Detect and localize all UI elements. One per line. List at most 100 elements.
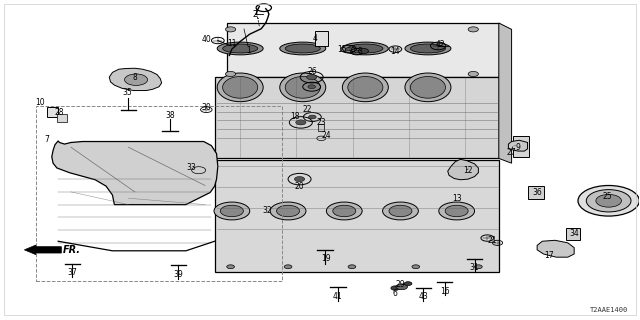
Text: 17: 17 <box>544 251 554 260</box>
Circle shape <box>346 48 352 51</box>
Circle shape <box>412 265 420 269</box>
Circle shape <box>270 202 306 220</box>
Ellipse shape <box>223 44 258 53</box>
Text: 11: 11 <box>227 39 237 48</box>
Ellipse shape <box>285 44 320 53</box>
Text: 23: 23 <box>316 118 326 127</box>
Circle shape <box>358 49 369 53</box>
Text: 19: 19 <box>321 254 331 263</box>
Bar <box>318 124 324 131</box>
Text: 22: 22 <box>303 105 312 114</box>
Text: 6: 6 <box>393 289 398 298</box>
Bar <box>47 107 58 117</box>
Text: 36: 36 <box>532 188 542 197</box>
Ellipse shape <box>280 73 326 102</box>
Circle shape <box>389 205 412 217</box>
Polygon shape <box>508 140 527 151</box>
Text: 25: 25 <box>603 192 612 201</box>
Text: 1: 1 <box>246 45 251 55</box>
Text: 37: 37 <box>67 268 77 277</box>
Circle shape <box>404 282 412 285</box>
Ellipse shape <box>342 42 388 55</box>
Text: 5: 5 <box>351 44 356 54</box>
Circle shape <box>220 205 243 217</box>
Polygon shape <box>214 160 499 272</box>
Circle shape <box>214 202 250 220</box>
Circle shape <box>225 27 236 32</box>
Circle shape <box>596 195 621 207</box>
Circle shape <box>276 205 300 217</box>
Circle shape <box>355 50 360 53</box>
Circle shape <box>326 202 362 220</box>
Text: 34: 34 <box>570 229 579 238</box>
Ellipse shape <box>405 42 451 55</box>
Text: 35: 35 <box>122 88 132 97</box>
Text: 32: 32 <box>263 206 273 215</box>
Ellipse shape <box>410 76 445 98</box>
Circle shape <box>439 202 474 220</box>
Circle shape <box>468 27 478 32</box>
Bar <box>315 31 328 46</box>
Circle shape <box>227 265 234 269</box>
Bar <box>566 228 580 240</box>
Circle shape <box>307 75 317 80</box>
Text: 41: 41 <box>333 292 342 301</box>
Circle shape <box>225 71 236 76</box>
Text: 2: 2 <box>253 10 257 19</box>
Text: 10: 10 <box>35 98 45 107</box>
Text: 38: 38 <box>165 111 175 120</box>
Circle shape <box>125 74 148 85</box>
Ellipse shape <box>348 44 383 53</box>
Bar <box>513 136 529 157</box>
Text: 21: 21 <box>488 236 497 245</box>
Text: 20: 20 <box>295 182 305 191</box>
Circle shape <box>284 265 292 269</box>
Circle shape <box>586 190 631 212</box>
Text: 8: 8 <box>132 73 137 82</box>
Text: 12: 12 <box>463 166 473 175</box>
Text: T2AAE1400: T2AAE1400 <box>589 307 628 313</box>
Text: 15: 15 <box>337 44 347 54</box>
Polygon shape <box>537 240 574 257</box>
Text: 16: 16 <box>440 287 449 296</box>
Text: 30: 30 <box>202 103 211 112</box>
Polygon shape <box>52 141 218 204</box>
Ellipse shape <box>405 73 451 102</box>
Circle shape <box>294 177 305 182</box>
Circle shape <box>296 120 306 125</box>
Text: 26: 26 <box>308 67 317 76</box>
Polygon shape <box>227 23 499 77</box>
Text: 13: 13 <box>452 194 462 204</box>
Circle shape <box>348 265 356 269</box>
Text: 31: 31 <box>470 263 479 272</box>
Text: 14: 14 <box>390 47 400 56</box>
Text: 9: 9 <box>516 143 520 152</box>
Circle shape <box>468 71 478 76</box>
Ellipse shape <box>217 42 263 55</box>
Polygon shape <box>214 77 499 158</box>
Text: 4: 4 <box>312 34 317 43</box>
Ellipse shape <box>342 73 388 102</box>
Text: 43: 43 <box>419 292 428 301</box>
Text: 33: 33 <box>186 164 196 172</box>
Circle shape <box>578 186 639 216</box>
Text: 42: 42 <box>435 40 445 49</box>
Text: 24: 24 <box>321 131 331 140</box>
Text: FR.: FR. <box>63 245 81 255</box>
Circle shape <box>445 205 468 217</box>
Text: 27: 27 <box>507 148 516 156</box>
Ellipse shape <box>217 73 263 102</box>
Text: 28: 28 <box>54 108 64 117</box>
Text: 39: 39 <box>173 269 183 279</box>
Text: 7: 7 <box>44 135 49 144</box>
Circle shape <box>308 85 316 89</box>
Polygon shape <box>109 68 162 91</box>
Text: 3: 3 <box>358 47 363 56</box>
Circle shape <box>383 202 419 220</box>
Bar <box>36 107 282 281</box>
Ellipse shape <box>348 76 383 98</box>
Text: 18: 18 <box>290 112 300 121</box>
Bar <box>527 186 543 199</box>
Circle shape <box>308 115 316 119</box>
Polygon shape <box>448 159 478 180</box>
